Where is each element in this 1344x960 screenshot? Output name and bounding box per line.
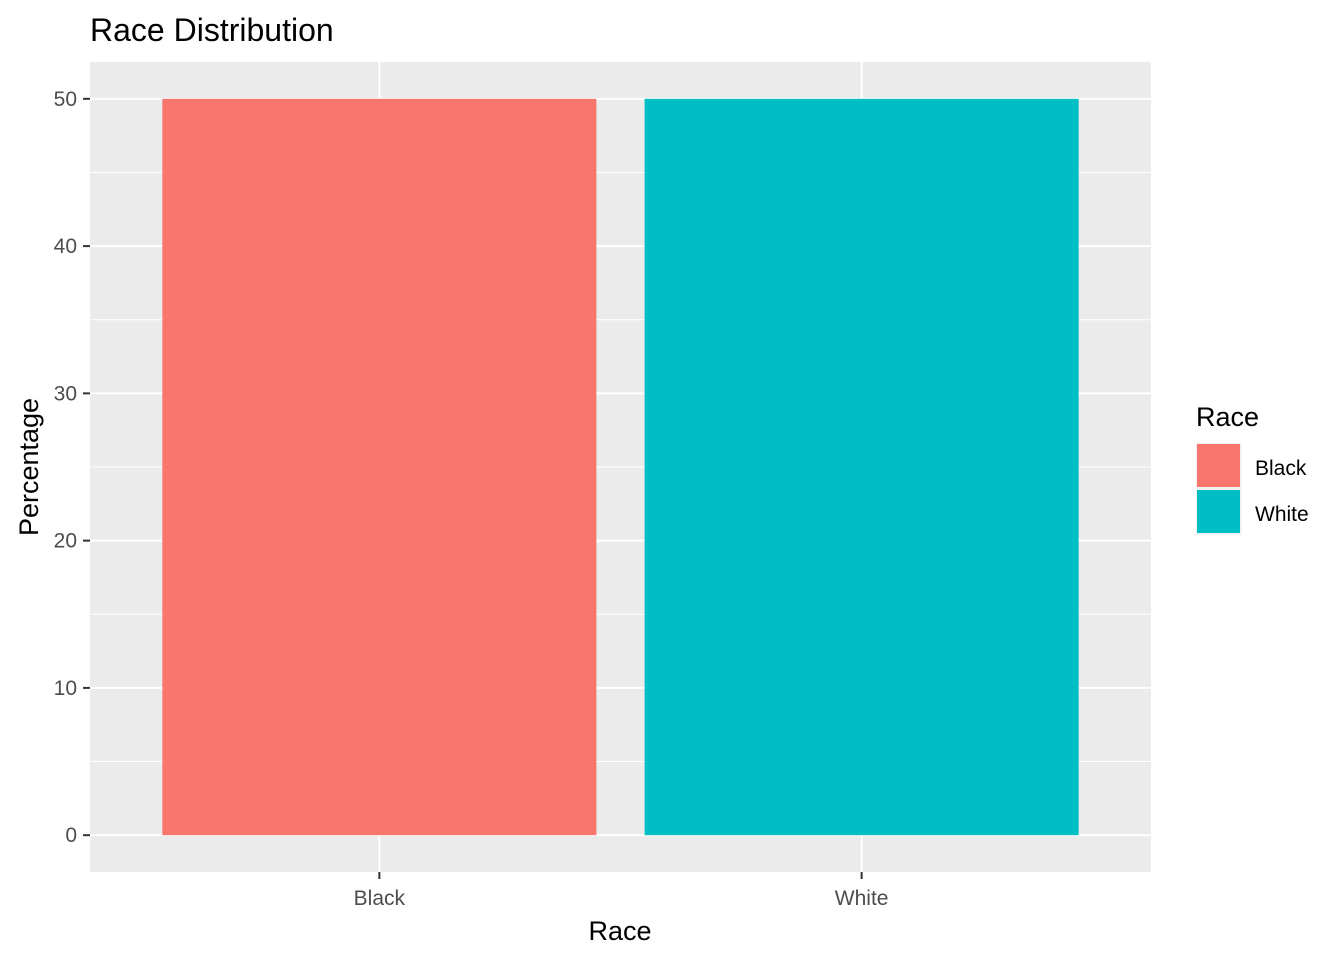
legend: Race Black White [1196, 402, 1309, 535]
y-axis-title: Percentage [14, 398, 44, 536]
x-tick-label: White [835, 887, 889, 910]
x-axis-title: Race [588, 916, 651, 946]
x-axis: Black White [354, 872, 889, 910]
y-tick-label: 30 [54, 382, 77, 405]
y-tick-label: 20 [54, 530, 77, 553]
legend-label: White [1255, 503, 1309, 526]
legend-key-black [1197, 444, 1240, 487]
y-tick-label: 50 [54, 88, 77, 111]
y-tick-label: 40 [54, 235, 77, 258]
legend-label: Black [1255, 457, 1307, 480]
y-tick-label: 10 [54, 677, 77, 700]
x-tick-label: Black [354, 887, 406, 910]
bars [162, 98, 1079, 836]
chart-title: Race Distribution [90, 12, 334, 48]
bar-black [162, 98, 597, 836]
legend-title: Race [1196, 402, 1259, 432]
bar-white [644, 98, 1079, 836]
legend-key-white [1197, 490, 1240, 533]
y-tick-label: 0 [65, 824, 77, 847]
y-axis: 0 10 20 30 40 50 [54, 88, 90, 847]
